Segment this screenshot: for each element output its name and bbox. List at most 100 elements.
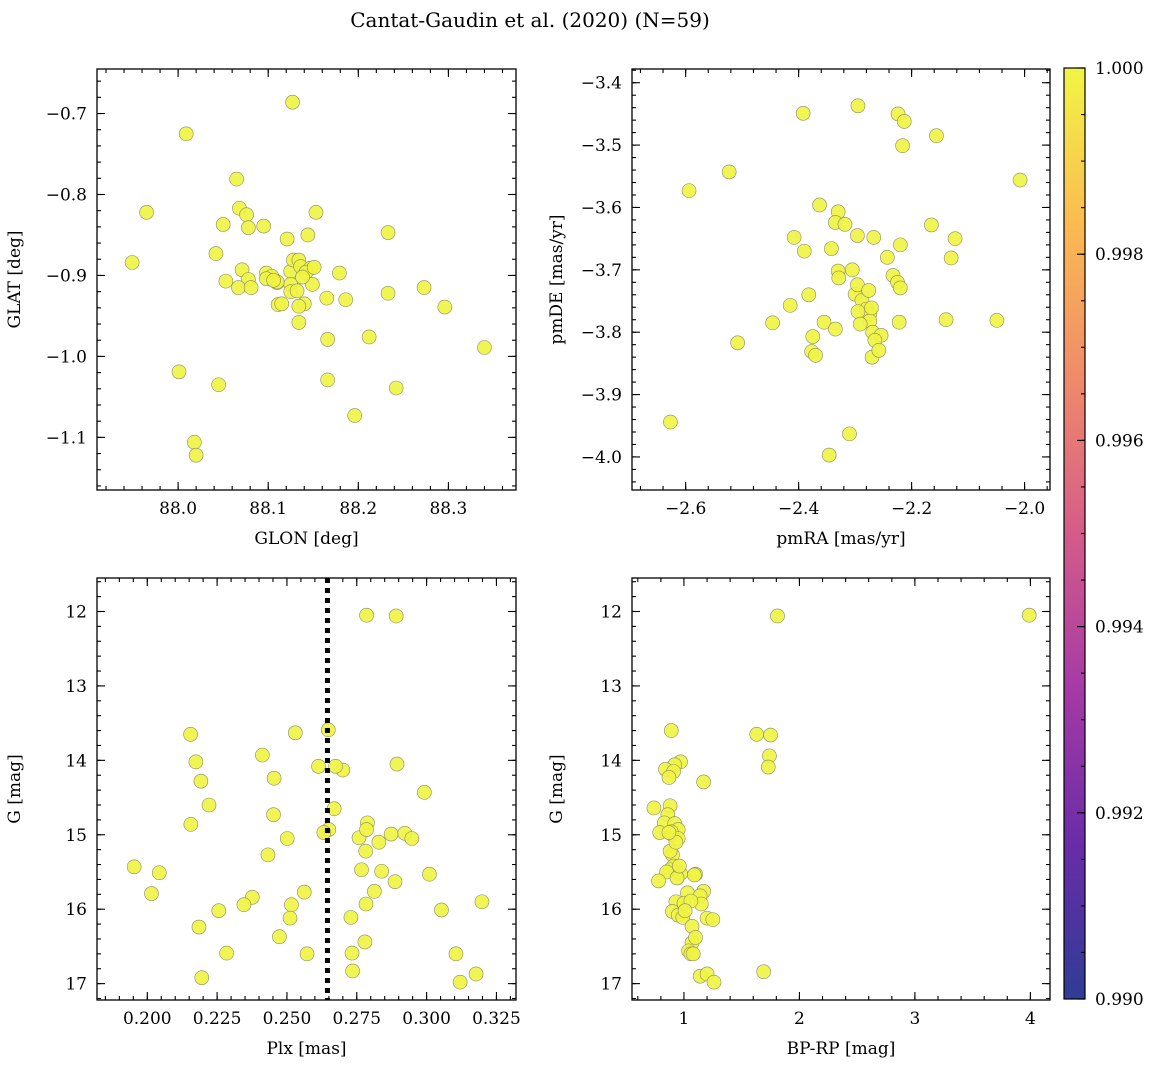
data-point bbox=[895, 138, 910, 154]
data-point bbox=[434, 902, 449, 918]
data-point bbox=[338, 292, 353, 308]
y-tick-label: −3.7 bbox=[581, 261, 622, 281]
y-tick-label: 16 bbox=[600, 900, 622, 920]
x-tick-label: 0.200 bbox=[123, 1009, 172, 1029]
plot-area bbox=[663, 98, 1028, 463]
x-tick-label: 88.2 bbox=[339, 499, 377, 519]
data-point bbox=[343, 910, 359, 925]
data-point bbox=[828, 321, 843, 337]
data-point bbox=[706, 974, 722, 990]
data-point bbox=[193, 773, 209, 789]
data-point bbox=[171, 364, 187, 380]
data-point bbox=[663, 414, 678, 430]
data-point bbox=[359, 822, 374, 837]
plot-area bbox=[124, 94, 492, 463]
data-point bbox=[437, 299, 453, 315]
data-point bbox=[358, 896, 374, 912]
data-point bbox=[344, 945, 360, 961]
data-point bbox=[448, 946, 464, 962]
data-point bbox=[266, 807, 281, 822]
x-tick-label: 1 bbox=[679, 1009, 690, 1029]
data-point bbox=[816, 314, 832, 330]
colorbar-tick-label: 0.992 bbox=[1095, 804, 1144, 824]
y-axis-label: G [mag] bbox=[5, 754, 25, 823]
data-point bbox=[239, 207, 254, 223]
data-point bbox=[850, 98, 866, 114]
data-point bbox=[371, 834, 387, 850]
data-point bbox=[296, 884, 312, 900]
data-point bbox=[383, 826, 399, 842]
data-point bbox=[361, 329, 377, 345]
data-point bbox=[295, 269, 310, 285]
data-point bbox=[661, 825, 677, 840]
data-point bbox=[416, 280, 432, 295]
x-tick-label: 0.275 bbox=[332, 1009, 381, 1029]
data-point bbox=[404, 831, 420, 846]
y-tick-label: 14 bbox=[65, 751, 87, 771]
data-point bbox=[831, 270, 847, 286]
data-point bbox=[893, 280, 908, 296]
data-point bbox=[241, 220, 256, 235]
data-point bbox=[151, 865, 167, 881]
data-point bbox=[279, 231, 295, 247]
data-point bbox=[256, 218, 271, 234]
data-point bbox=[663, 723, 679, 738]
x-axis-label: GLON [deg] bbox=[254, 529, 358, 549]
axes-frame bbox=[96, 577, 517, 1001]
data-point bbox=[824, 241, 839, 256]
plot-area bbox=[126, 578, 490, 1000]
data-point bbox=[305, 277, 320, 292]
data-point bbox=[749, 726, 765, 742]
data-point bbox=[380, 285, 396, 301]
data-point bbox=[187, 434, 202, 450]
x-tick-label: 88.1 bbox=[249, 499, 287, 519]
data-point bbox=[388, 380, 404, 396]
data-point bbox=[782, 298, 798, 313]
data-point bbox=[687, 867, 702, 883]
y-axis-label: pmDE [mas/yr] bbox=[547, 214, 567, 344]
data-point bbox=[359, 607, 374, 623]
data-point bbox=[367, 884, 382, 899]
data-point bbox=[1021, 607, 1037, 623]
data-point bbox=[842, 426, 857, 442]
data-point bbox=[871, 342, 887, 358]
data-point bbox=[837, 217, 853, 232]
data-point bbox=[380, 225, 396, 240]
data-point bbox=[178, 126, 194, 142]
y-tick-label: −3.6 bbox=[581, 198, 622, 218]
data-point bbox=[844, 262, 860, 278]
data-point bbox=[850, 228, 865, 243]
data-point bbox=[144, 886, 159, 901]
y-tick-label: −3.5 bbox=[581, 136, 622, 156]
data-point bbox=[211, 903, 227, 918]
data-point bbox=[477, 340, 492, 355]
data-point bbox=[347, 408, 363, 423]
data-point bbox=[183, 817, 199, 832]
data-point bbox=[260, 847, 276, 863]
data-point bbox=[126, 859, 142, 875]
data-point bbox=[389, 756, 405, 772]
x-tick-label: 2 bbox=[794, 1009, 805, 1029]
data-point bbox=[893, 237, 908, 253]
y-tick-label: 17 bbox=[600, 975, 622, 995]
x-tick-label: −2.4 bbox=[778, 499, 819, 519]
data-point bbox=[357, 934, 373, 950]
data-point bbox=[812, 197, 827, 213]
axes-frame bbox=[96, 68, 517, 491]
data-point bbox=[765, 315, 780, 331]
data-point bbox=[1012, 172, 1028, 188]
y-tick-label: 14 bbox=[600, 751, 622, 771]
data-point bbox=[282, 910, 298, 926]
data-point bbox=[311, 758, 326, 774]
data-point bbox=[320, 332, 335, 347]
plot-area bbox=[646, 607, 1037, 990]
y-axis-label: G [mag] bbox=[547, 754, 567, 823]
data-point bbox=[194, 970, 210, 985]
data-point bbox=[677, 903, 693, 918]
x-tick-label: −2.2 bbox=[891, 499, 932, 519]
x-axis-label: BP-RP [mag] bbox=[787, 1039, 896, 1059]
x-axis-label: pmRA [mas/yr] bbox=[776, 529, 905, 549]
data-point bbox=[763, 727, 778, 743]
data-point bbox=[850, 304, 866, 319]
